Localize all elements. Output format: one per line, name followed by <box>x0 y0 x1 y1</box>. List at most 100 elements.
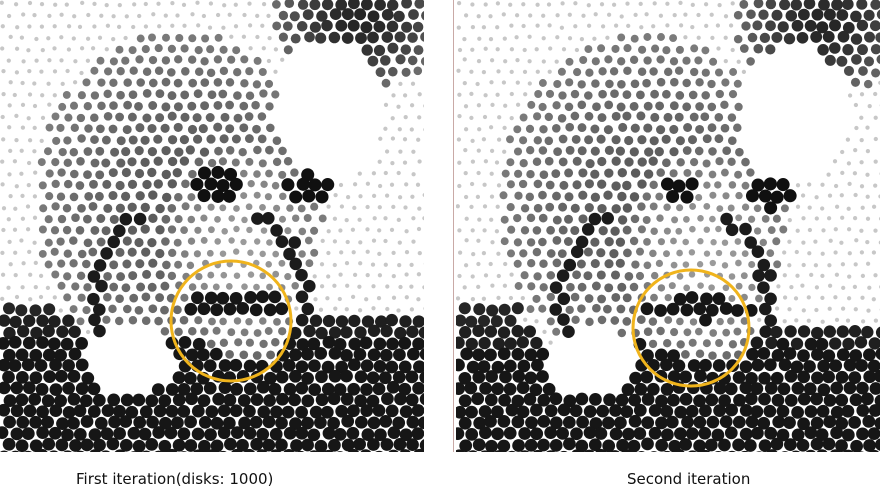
stipple-disk <box>823 8 836 21</box>
stipple-disk <box>681 350 690 359</box>
stipple-disk <box>419 348 424 361</box>
stipple-disk <box>530 403 543 417</box>
stipple-disk <box>203 359 217 373</box>
stipple-disk <box>122 236 132 246</box>
stipple-disk <box>588 212 602 226</box>
stipple-disk <box>629 236 639 246</box>
stipple-disk <box>597 294 607 304</box>
stipple-disk <box>515 102 521 107</box>
stipple-disk <box>538 304 547 313</box>
stipple-disk <box>101 404 115 417</box>
stipple-disk <box>860 205 865 210</box>
stipple-disk <box>396 308 401 313</box>
stipple-disk <box>282 359 296 372</box>
stipple-disk <box>272 157 282 167</box>
stipple-disk <box>373 337 387 351</box>
stipple-disk <box>497 326 511 339</box>
stipple-disk <box>211 189 225 203</box>
stipple-disk <box>241 34 247 39</box>
stipple-disk <box>281 405 295 419</box>
stipple-disk <box>16 371 29 384</box>
stipple-disk <box>21 12 26 17</box>
stipple-disk <box>377 159 382 164</box>
stipple-disk <box>629 101 639 111</box>
stipple-disk <box>69 439 82 452</box>
stipple-disk <box>290 33 301 44</box>
stipple-disk <box>63 450 73 452</box>
stipple-disk <box>707 79 716 89</box>
stipple-disk <box>534 47 539 52</box>
stipple-disk <box>514 35 519 40</box>
stipple-disk <box>36 448 48 452</box>
stipple-disk <box>134 168 145 179</box>
stipple-disk <box>797 370 811 384</box>
stipple-disk <box>628 414 642 428</box>
stipple-disk <box>54 394 67 408</box>
stipple-disk <box>472 324 485 338</box>
stipple-disk <box>477 36 482 41</box>
stipple-disk <box>770 325 783 339</box>
stipple-disk <box>357 284 362 289</box>
stipple-disk <box>483 273 489 278</box>
stipple-disk <box>795 273 800 278</box>
stipple-disk <box>101 450 111 452</box>
stipple-disk <box>690 24 695 30</box>
stipple-disk <box>664 293 672 302</box>
stipple-disk <box>3 394 17 407</box>
stipple-disk <box>301 438 314 452</box>
stipple-disk <box>385 360 399 374</box>
stipple-disk <box>683 168 692 177</box>
stipple-disk <box>69 236 78 245</box>
stipple-disk <box>155 248 165 259</box>
stipple-disk <box>714 68 724 77</box>
stipple-disk <box>377 251 382 257</box>
stipple-disk <box>695 193 703 202</box>
stipple-disk <box>422 192 424 198</box>
stipple-disk <box>398 360 412 374</box>
stipple-disk <box>259 272 266 280</box>
stipple-disk <box>526 169 535 179</box>
stipple-disk <box>345 239 350 245</box>
stipple-disk <box>759 325 772 338</box>
stipple-disk <box>288 236 301 249</box>
stipple-disk <box>381 31 394 43</box>
stipple-disk <box>3 415 16 429</box>
stipple-disk <box>878 80 880 85</box>
stipple-disk <box>422 216 424 221</box>
stipple-disk <box>335 315 349 328</box>
stipple-disk <box>295 381 309 395</box>
stipple-disk <box>584 449 595 452</box>
stipple-disk <box>236 302 250 315</box>
stipple-disk <box>642 216 651 224</box>
stipple-disk <box>8 193 13 199</box>
stipple-disk <box>329 8 342 20</box>
stipple-disk <box>192 337 206 351</box>
stipple-disk <box>477 217 482 222</box>
stipple-disk <box>76 450 85 452</box>
stipple-disk <box>90 158 100 168</box>
stipple-disk <box>340 392 354 406</box>
stipple-disk <box>630 79 640 89</box>
stipple-disk <box>198 416 212 429</box>
stipple-disk <box>14 137 19 143</box>
stipple-disk <box>549 281 563 294</box>
stipple-disk <box>167 111 177 121</box>
stipple-disk <box>399 428 413 442</box>
stipple-disk <box>404 249 410 255</box>
stipple-disk <box>375 315 388 328</box>
stipple-disk <box>715 157 724 166</box>
stipple-disk <box>365 272 370 278</box>
stipple-disk <box>93 303 106 316</box>
stipple-disk <box>127 426 141 440</box>
stipple-disk <box>29 304 42 317</box>
stipple-disk <box>549 416 563 430</box>
stipple-disk <box>511 302 524 315</box>
stipple-disk <box>557 67 566 76</box>
stipple-disk <box>682 146 692 155</box>
stipple-disk <box>745 372 758 385</box>
stipple-disk <box>864 31 875 43</box>
stipple-disk <box>397 262 402 268</box>
stipple-disk <box>383 216 388 221</box>
stipple-disk <box>834 317 840 323</box>
stipple-disk <box>268 382 282 396</box>
